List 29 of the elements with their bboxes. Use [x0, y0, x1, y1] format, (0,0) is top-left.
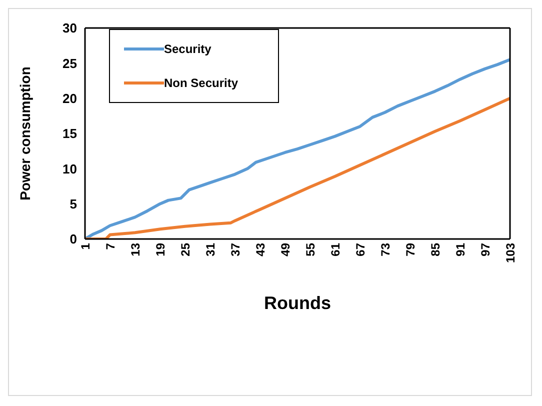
x-tick-label: 13: [128, 242, 143, 256]
y-tick-label: 20: [62, 90, 77, 106]
x-tick-label: 43: [254, 242, 268, 256]
y-axis-title: Power consumption: [16, 66, 33, 200]
y-tick-label: 30: [62, 20, 77, 36]
x-tick-label: 31: [204, 242, 218, 256]
x-tick-label: 91: [454, 242, 468, 256]
y-tick-label: 15: [62, 126, 77, 142]
x-tick-label: 73: [378, 242, 393, 256]
x-tick-label: 37: [228, 242, 243, 256]
x-tick-label: 67: [354, 242, 368, 256]
x-tick-label: 25: [178, 242, 193, 256]
legend-label: Security: [164, 42, 212, 56]
x-tick-label: 49: [278, 242, 293, 256]
x-tick-label: 55: [304, 242, 318, 256]
y-tick-label: 0: [70, 232, 77, 247]
y-tick-label: 25: [62, 56, 77, 71]
x-tick-label: 103: [504, 242, 518, 264]
x-tick-label: 1: [78, 242, 93, 250]
x-tick-label: 97: [478, 242, 493, 256]
legend-label: Non Security: [164, 76, 238, 90]
x-tick-label: 7: [104, 242, 118, 250]
y-tick-label: 5: [70, 196, 77, 212]
x-tick-label: 61: [328, 242, 343, 256]
x-tick-label: 79: [404, 242, 418, 256]
x-tick-label: 19: [154, 242, 168, 256]
x-axis-title: Rounds: [264, 293, 331, 313]
x-tick-label: 85: [428, 242, 443, 256]
y-tick-label: 10: [62, 161, 77, 176]
